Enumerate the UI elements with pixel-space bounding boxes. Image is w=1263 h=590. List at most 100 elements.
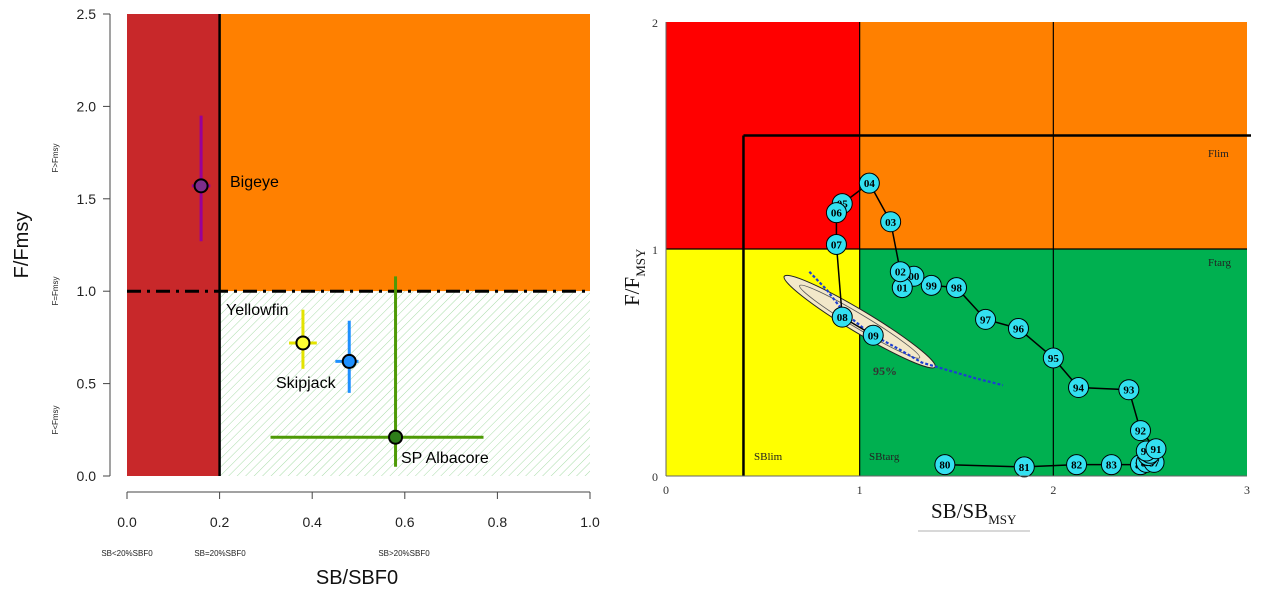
- label-bigeye: Bigeye: [230, 174, 279, 191]
- left-y-tick-label: 0.0: [77, 468, 97, 484]
- left-x-tick-label: 0.6: [395, 514, 415, 530]
- right-reference-lines: [666, 22, 1251, 476]
- right-x-axis-label: SB/SBMSY: [931, 499, 1017, 527]
- left-kobe-chart: 0.0 0.2 0.4 0.6 0.8 1.0 0.0 0.5 1.0 1.5 2.0 2.5 SB/…: [11, 6, 600, 589]
- zone-healthy: [219, 291, 590, 476]
- trajectory-point: [920, 274, 942, 296]
- trajectory-year-label: 91: [1150, 444, 1161, 456]
- trajectory-year-label: 97: [980, 314, 992, 326]
- trajectory-year-label: 02: [895, 267, 907, 279]
- zone-label-sblim: SBlim: [754, 451, 783, 463]
- stock-point-marker: [295, 335, 311, 351]
- label-skipjack: Skipjack: [276, 375, 337, 392]
- zone-overfishing: [219, 14, 590, 292]
- trajectory-year-label: 99: [926, 280, 938, 292]
- trajectory-year-label: 01: [897, 283, 908, 295]
- x-annotation-above-limit: SB>20%SBF0: [378, 549, 430, 558]
- right-x-tick-label: 0: [663, 483, 669, 497]
- y-annotation-above-fmsy: F>Fmsy: [51, 143, 60, 172]
- stock-point-marker: [388, 429, 404, 445]
- zone-label-flim: Flim: [1208, 148, 1229, 160]
- right-y-tick-label: 1: [652, 243, 658, 257]
- stock-point-group: [270, 276, 484, 467]
- trajectory-point: [880, 211, 902, 233]
- trajectory-point: [825, 202, 847, 224]
- label-yellowfin: Yellowfin: [226, 302, 289, 319]
- right-y-tick-label: 2: [652, 16, 658, 30]
- trajectory-point: [831, 306, 853, 328]
- trajectory-year-label: 96: [1013, 323, 1025, 335]
- stock-point-marker: [341, 353, 357, 369]
- left-plot-zones: [127, 14, 590, 476]
- trajectory-year-label: 83: [1106, 460, 1118, 472]
- trajectory-year-label: 92: [1135, 426, 1147, 438]
- trajectory-point: [1129, 420, 1151, 442]
- confidence-ellipse-inner: [799, 284, 921, 359]
- label-sp-albacore: SP Albacore: [401, 450, 489, 467]
- left-y-axis-label: F/Fmsy: [11, 212, 33, 279]
- right-x-axis-label-main: SB/SB: [931, 499, 988, 523]
- trajectory-point: [862, 324, 884, 346]
- right-x-tick-label: 3: [1244, 483, 1250, 497]
- left-stock-points: [191, 115, 484, 467]
- left-y-tick-label: 1.5: [77, 191, 97, 207]
- right-y-axis-label-main: F/F: [620, 277, 644, 306]
- trajectory-point: [1066, 454, 1088, 476]
- right-y-axis-label-sub: MSY: [633, 248, 648, 277]
- trajectory-year-label: 82: [1071, 460, 1083, 472]
- trajectory-year-label: 95: [1048, 353, 1060, 365]
- left-x-tick-label: 0.2: [210, 514, 230, 530]
- trajectory-year-label: 04: [864, 178, 876, 190]
- right-y-tick-label: 0: [652, 470, 658, 484]
- trajectory-point: [975, 308, 997, 330]
- trajectory-point: [946, 277, 967, 299]
- stock-point-group: [335, 320, 359, 393]
- y-annotation-at-fmsy: F=Fmsy: [51, 276, 60, 305]
- trajectory-point: [1007, 317, 1029, 339]
- stock-point-group: [289, 309, 317, 369]
- trajectory-year-label: 07: [831, 239, 843, 251]
- trajectory-year-label: 81: [1019, 462, 1030, 474]
- left-x-tick-label: 0.4: [302, 514, 322, 530]
- trajectory-year-label: 93: [1123, 385, 1135, 397]
- trajectory-year-label: 03: [885, 217, 897, 229]
- zone-overfished: [127, 14, 220, 476]
- trajectory-point: [825, 233, 847, 255]
- right-x-axis-label-sub: MSY: [988, 512, 1017, 527]
- trajectory-point: [1068, 376, 1090, 398]
- trajectory-year-label: 06: [831, 208, 843, 220]
- zone-label-ftarg: Ftarg: [1208, 257, 1232, 269]
- left-x-tick-label: 0.0: [117, 514, 137, 530]
- left-x-tick-label: 1.0: [580, 514, 600, 530]
- x-annotation-below-limit: SB<20%SBF0: [101, 549, 153, 558]
- trajectory-point: [1100, 454, 1122, 476]
- trajectory-point: [1118, 379, 1140, 401]
- left-x-tick-label: 0.8: [488, 514, 508, 530]
- stock-point-group: [191, 115, 211, 242]
- trajectory-year-label: 98: [951, 283, 963, 295]
- trajectory: 8081828384858687888990919293949596979899…: [825, 172, 1167, 478]
- trajectory-year-label: 80: [939, 460, 951, 472]
- trajectory-year-label: 08: [837, 312, 849, 324]
- right-kobe-chart: 8081828384858687888990919293949596979899…: [620, 16, 1251, 532]
- stock-point-marker: [193, 178, 209, 194]
- left-y-tick-label: 1.0: [77, 283, 97, 299]
- right-x-tick-label: 1: [857, 483, 863, 497]
- trajectory-year-label: 00: [908, 271, 920, 283]
- left-y-tick-label: 2.0: [77, 98, 97, 114]
- confidence-label: 95%: [873, 364, 897, 378]
- confidence-region: [783, 270, 1004, 387]
- trajectory-year-label: 94: [1073, 382, 1085, 394]
- trajectory-point: [1145, 438, 1167, 460]
- right-y-axis-label: F/FMSY: [620, 248, 648, 306]
- trajectory-point: [889, 261, 911, 283]
- left-axes: 0.0 0.2 0.4 0.6 0.8 1.0 0.0 0.5 1.0 1.5 2.0 2.5: [77, 6, 600, 530]
- x-annotation-at-limit: SB=20%SBF0: [194, 549, 246, 558]
- trajectory-point: [858, 172, 880, 194]
- trajectory-year-label: 09: [868, 330, 880, 342]
- left-y-tick-label: 2.5: [77, 6, 97, 22]
- left-reference-lines: [127, 14, 590, 476]
- trajectory-point: [1042, 347, 1064, 369]
